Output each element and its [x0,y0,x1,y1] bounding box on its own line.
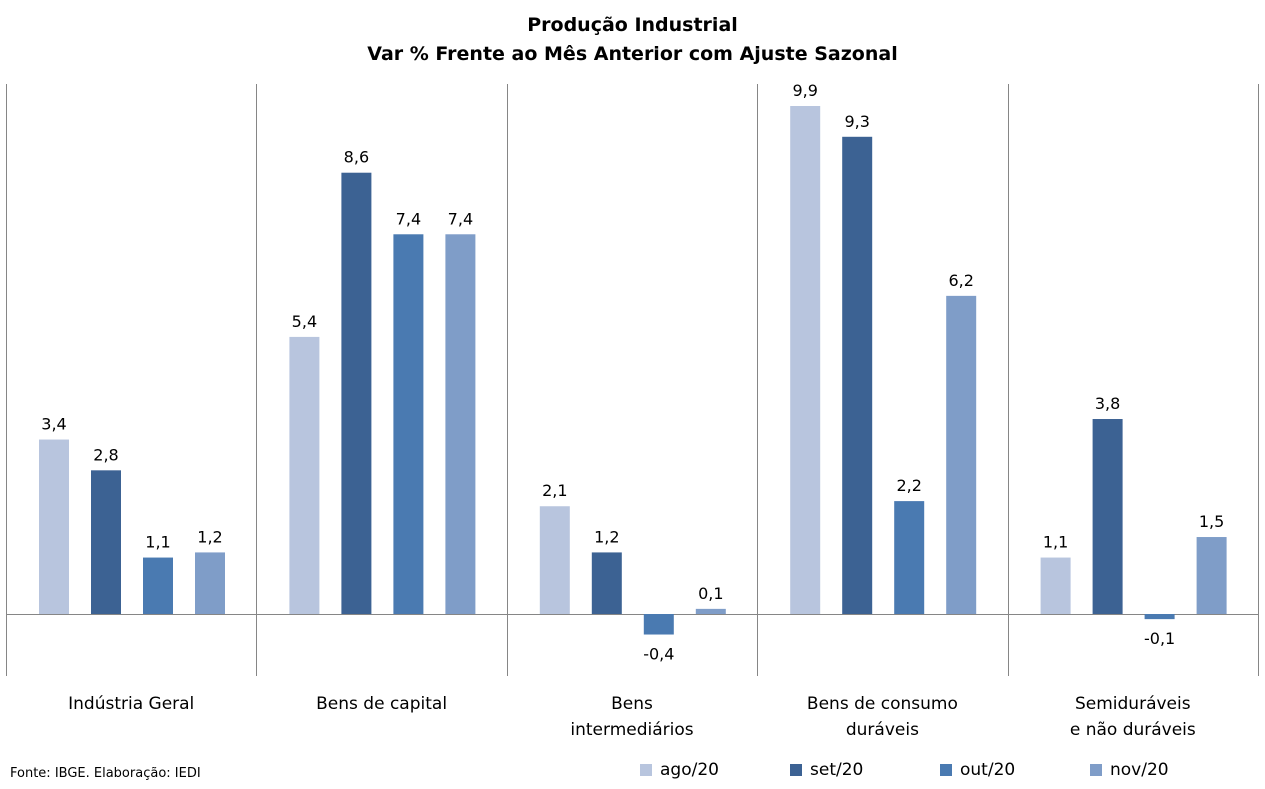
data-label: 2,1 [542,481,567,500]
bar [1196,537,1227,614]
category-label: Bens [611,694,653,714]
legend-swatch-out [940,764,952,776]
legend-item-out: out/20 [940,760,1090,780]
category-label: Indústria Geral [68,694,194,714]
chart-title: Produção Industrial [527,14,738,36]
category-label: Bens de capital [316,694,447,714]
category-label: intermediários [570,720,693,740]
data-label: 2,2 [896,476,921,495]
legend-swatch-nov [1090,764,1102,776]
data-label: 1,5 [1199,512,1224,531]
legend-item-ago: ago/20 [640,760,790,780]
bar [289,336,320,614]
bar [195,552,225,614]
data-label: -0,4 [643,645,674,664]
bar [341,172,372,614]
data-label: 6,2 [948,271,973,290]
bar [790,106,821,614]
bar [143,557,173,614]
legend-label-set: set/20 [810,760,864,780]
legend-label-out: out/20 [960,760,1016,780]
data-label: 9,9 [792,81,817,100]
legend-item-set: set/20 [790,760,940,780]
data-label: 1,1 [1043,533,1068,552]
chart-subtitle: Var % Frente ao Mês Anterior com Ajuste … [367,43,898,65]
category-label: e não duráveis [1070,720,1196,740]
legend-swatch-ago [640,764,652,776]
legend-item-nov: nov/20 [1090,760,1240,780]
bar [39,439,69,614]
bar [591,552,622,614]
bar [1092,419,1123,614]
data-label: 1,2 [197,527,222,546]
category-label: Bens de consumo [807,694,958,714]
data-label: 2,8 [93,445,118,464]
data-label: 1,1 [145,533,170,552]
data-label: -0,1 [1144,629,1175,648]
bar [1144,614,1175,620]
bar [91,470,121,614]
legend-label-nov: nov/20 [1110,760,1169,780]
bar [1040,557,1071,614]
bar [894,501,925,614]
bar [539,506,570,614]
data-label: 3,8 [1095,394,1120,413]
data-label: 1,2 [594,527,619,546]
data-label: 0,1 [698,584,723,603]
bar [695,608,726,614]
bar [946,295,977,614]
data-label: 7,4 [396,209,421,228]
category-label: Semiduráveis [1075,694,1191,714]
bar [393,234,424,614]
data-label: 3,4 [41,415,66,434]
legend: ago/20 set/20 out/20 nov/20 [640,760,1240,780]
legend-swatch-set [790,764,802,776]
bar [445,234,476,614]
data-label: 9,3 [844,112,869,131]
data-label: 7,4 [448,209,473,228]
data-label: 8,6 [344,148,369,167]
category-label: duráveis [846,720,919,740]
bar [643,614,674,635]
data-label: 5,4 [292,312,317,331]
source-note: Fonte: IBGE. Elaboração: IEDI [10,766,201,781]
bar [842,136,873,614]
legend-label-ago: ago/20 [660,760,719,780]
